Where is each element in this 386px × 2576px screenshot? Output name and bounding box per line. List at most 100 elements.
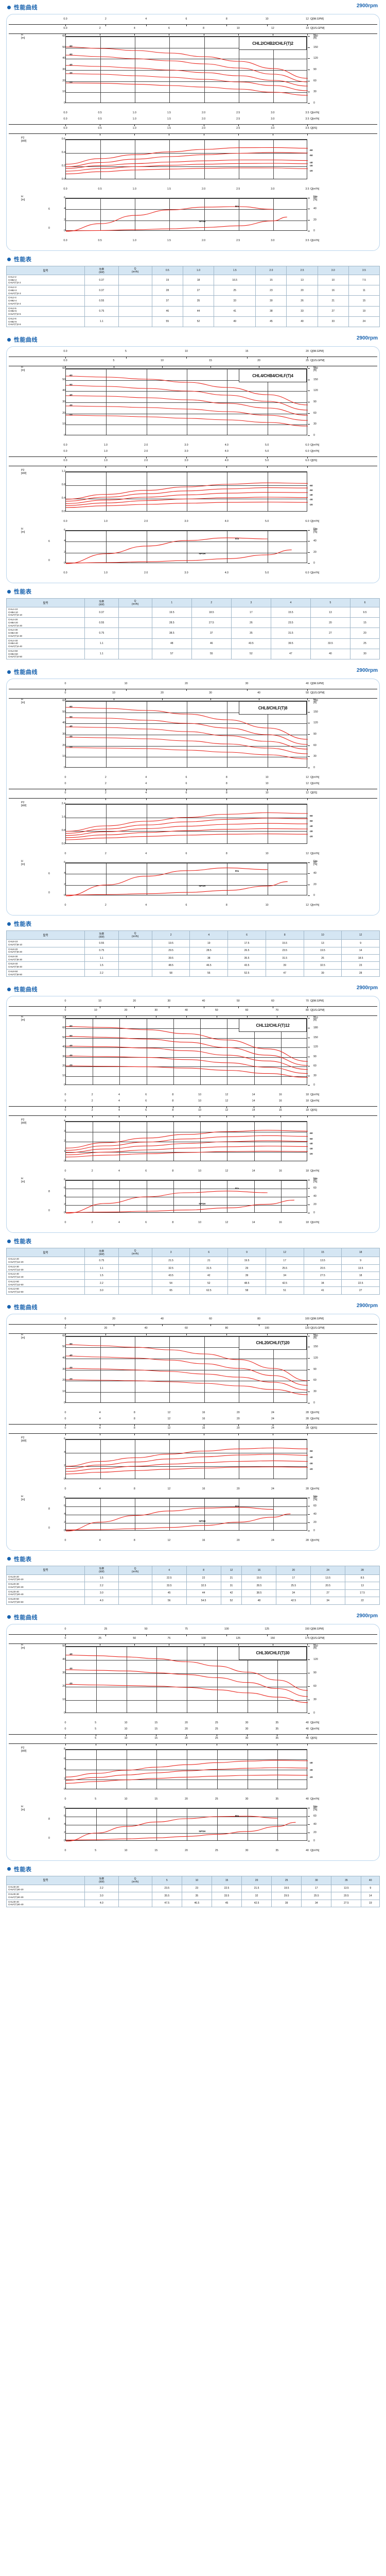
curve--50 — [65, 818, 308, 834]
curve--40 — [65, 1355, 308, 1386]
x-axis-tick-row: 0 4 8 12 16 20 24 28 Q[m³/h] — [9, 1487, 377, 1494]
y-axis-tick: 20 — [62, 1379, 65, 1382]
table-cell-q — [118, 617, 152, 629]
gridline-horizontal — [66, 81, 307, 82]
curve-Eta — [65, 868, 268, 896]
table-cell-value: 31.5 — [189, 1264, 229, 1273]
y-axis-right-tick: 60 — [313, 79, 317, 82]
axis-tick: 80 — [306, 1009, 309, 1012]
npsh-annotation: NPSH — [199, 885, 206, 888]
y-axis-tick: 30 — [62, 68, 65, 71]
x-axis-tick: 1.0 — [132, 188, 136, 191]
axis-tick: 4 — [133, 27, 135, 30]
table-cell-value: 20 — [286, 285, 318, 296]
table-cell-value: 15.5 — [265, 939, 304, 947]
y-axis-right-tick: 150 — [313, 1345, 318, 1349]
curves-layer — [65, 147, 308, 175]
table-cell-value: 42.5 — [276, 1597, 311, 1605]
x-axis-tick: 16 — [202, 1411, 205, 1414]
axis-rule — [9, 1423, 377, 1427]
table-cell-q — [118, 295, 152, 307]
table-cell-value: 55 — [191, 648, 232, 660]
axis-tick: 8 — [225, 782, 227, 786]
y-axis-tick: 50 — [62, 45, 65, 49]
gridline-horizontal — [66, 885, 307, 886]
x-axis-tick-row: 0.0 1.0 2.0 3.0 4.0 5.0 6.0 Q[m³/h] — [9, 444, 377, 450]
x-axis-tick-row: 0 2 4 6 8 10 12 Q[m³/h] — [9, 852, 377, 858]
curve--20 — [65, 834, 308, 840]
axis-tick-mark — [134, 1423, 135, 1426]
x-axis-tick: 10 — [265, 852, 269, 856]
x-axis-tick: 8 — [172, 1170, 174, 1173]
curve-label: -30 — [69, 404, 73, 407]
curve-label: -50 — [69, 1342, 73, 1345]
curve-label: -20 — [69, 1682, 73, 1685]
axis-tick-row: 0 2 4 6 8 10 12 14 16 18 Q[l/S] — [9, 1109, 377, 1115]
y-axis-tick: 0 — [64, 1160, 65, 1163]
axis-tick-mark — [146, 798, 147, 801]
x-axis-tick: 4 — [145, 776, 147, 779]
table-cell-value: 27.5 — [303, 1272, 342, 1280]
x-axis-tick: 30 — [245, 1721, 249, 1724]
table-body: CHL2-2 CHB2-2 CHLF(T)2-2 0.37 19 18 16.5 15 13… — [6, 274, 380, 328]
table-header-cell: 0.5 — [151, 266, 183, 275]
curve--20 — [65, 747, 308, 759]
gridline-horizontal — [66, 1506, 307, 1507]
axis-tick: 6 — [185, 791, 187, 795]
pump-section-5: 性能曲线 2900rpm 0 20 40 60 80 100 Q[IM.GPM] 0 20 4… — [0, 1300, 386, 1605]
y-axis-right-mark — [308, 530, 310, 531]
x-axis-unit: Q[m³/h] — [310, 1411, 320, 1414]
gridline-vertical — [173, 1180, 174, 1213]
curve-label: -20 — [69, 745, 73, 749]
axis-tick-row: 0 2 4 6 8 10 12 Q[l/S] — [9, 791, 377, 798]
curve--20 — [65, 167, 308, 175]
table-section-heading: 性能表 — [0, 1863, 386, 1875]
x-axis-tick: 12 — [306, 904, 309, 907]
axis-tick-mark — [226, 1106, 227, 1109]
axis-tick: 1.0 — [103, 459, 108, 463]
table-cell-q — [118, 1589, 152, 1598]
power-plot-area: -60 -50 -40 -30 -20 — [65, 471, 313, 512]
x-axis-unit: Q[m³/h] — [310, 776, 320, 779]
table-cell-value: 23 — [255, 285, 287, 296]
rpm-label: 2900rpm — [356, 668, 378, 674]
curves-layer — [65, 812, 308, 840]
gridline-horizontal — [66, 804, 307, 805]
table-cell-value: 65 — [151, 1286, 190, 1295]
y-axis-tick: 0 — [64, 894, 65, 897]
x-axis-tick: 35 — [275, 1797, 279, 1801]
curve--60 — [65, 376, 308, 405]
curve-label: -60 — [309, 149, 313, 152]
table-cell-value: 20.5 — [331, 1892, 362, 1900]
table-header-cell: 20 — [241, 1875, 272, 1885]
axis-tick-mark — [65, 366, 66, 368]
x-axis-tick: 0.5 — [98, 111, 102, 114]
model-label-box: CHL30/CHLF(T)30 — [239, 1646, 307, 1660]
table-row: CHL30-30 CHLF(T)30-30 3.0 35.5 35 33.5 32 29.… — [6, 1892, 380, 1900]
power-plot-area: -60 -50 -40 -30 -20 — [65, 804, 313, 844]
table-cell-value: 45 — [151, 1589, 187, 1598]
table-cell-value: 56 — [151, 1597, 187, 1605]
curve--40 — [65, 492, 308, 504]
curve-label: -40 — [309, 1761, 313, 1764]
axis-tick: 4 — [145, 18, 147, 21]
table-cell-value: 34 — [310, 1597, 346, 1605]
x-axis-unit: Q[m³/h] — [310, 239, 320, 242]
curve-label: -40 — [309, 1142, 313, 1145]
table-row: CHL20-20 CHLF(T)20-20 1.5 22.5 22 21 19.5 17 1… — [6, 1574, 380, 1583]
rpm-label: 2900rpm — [356, 335, 378, 342]
gridline-vertical — [169, 37, 170, 103]
x-axis-tick: 5 — [95, 1797, 97, 1801]
x-axis-tick: 28 — [306, 1411, 309, 1414]
y-axis-name: H [m] — [21, 1495, 25, 1501]
y-axis-right-tick: 90 — [313, 68, 317, 71]
y-axis-tick: 4 — [64, 1822, 65, 1826]
y-axis-right-tick: 0 — [313, 894, 315, 897]
outer-scale: 6 — [48, 540, 50, 544]
curve--40 — [65, 1141, 308, 1154]
table-cell-value: 38.5 — [151, 628, 192, 639]
y-axis-tick: 20 — [62, 1064, 65, 1068]
table-cell-q — [118, 607, 152, 618]
table-cell-power: 0.75 — [84, 306, 119, 317]
y-axis-right-mark — [308, 1824, 310, 1825]
